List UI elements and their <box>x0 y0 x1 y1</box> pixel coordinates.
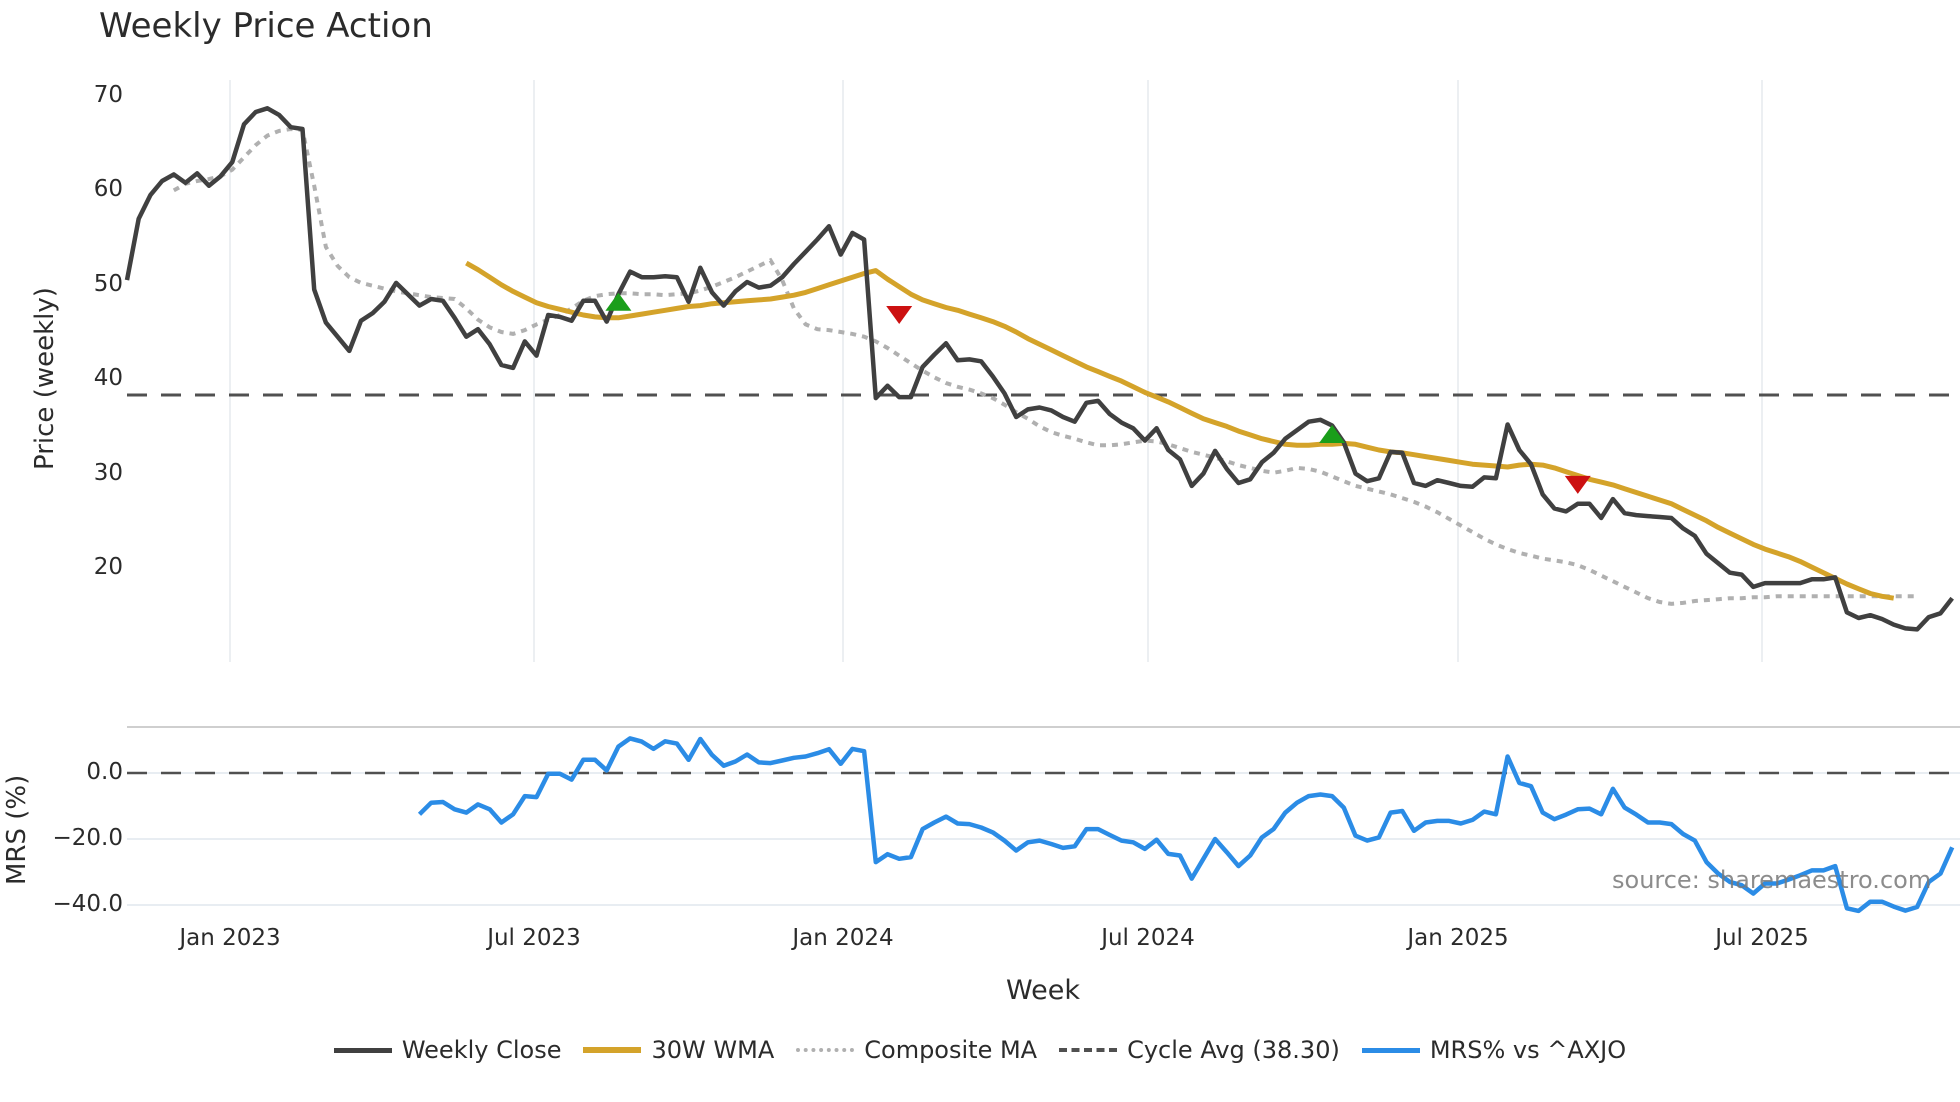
weekly-close-swatch-icon <box>333 1047 392 1053</box>
legend-label: Composite MA <box>864 1036 1038 1064</box>
x-tick-jul-2024: Jul 2024 <box>1101 925 1195 951</box>
composite-ma-line <box>172 126 1918 606</box>
y-tick-50: 50 <box>93 271 123 297</box>
x-tick-jul-2023: Jul 2023 <box>487 925 581 951</box>
composite-ma-swatch-icon <box>796 1048 855 1052</box>
wma-swatch-icon <box>583 1047 642 1053</box>
sell-signal-triangle-down-icon <box>1564 475 1591 494</box>
y-tick-20: 20 <box>93 554 123 580</box>
legend-label: 30W WMA <box>651 1036 775 1064</box>
lower-y-axis-label: MRS (%) <box>2 774 32 885</box>
y-tick-40: 40 <box>93 365 123 391</box>
chart-title: Weekly Price Action <box>99 6 433 46</box>
x-tick-jan-2023: Jan 2023 <box>179 925 281 951</box>
source-note: source: sharemaestro.com <box>1612 866 1932 894</box>
upper-y-axis-label: Price (weekly) <box>30 287 60 470</box>
mrs-line <box>417 736 1955 914</box>
cycle-avg-swatch-icon <box>1059 1048 1118 1052</box>
weekly-close-line <box>124 106 1954 632</box>
legend-label: MRS% vs ^AXJO <box>1429 1036 1627 1064</box>
legend-item-wma[interactable]: 30W WMA <box>583 1036 774 1064</box>
x-tick-jan-2024: Jan 2024 <box>792 925 894 951</box>
sell-signal-triangle-down-icon <box>886 306 913 325</box>
lower-horizontal-gridlines <box>127 772 1960 906</box>
y-tick-60: 60 <box>93 176 123 202</box>
y-tick-30: 30 <box>93 460 123 486</box>
legend-item-mrs[interactable]: MRS% vs ^AXJO <box>1361 1036 1627 1064</box>
x-axis-label: Week <box>1006 975 1080 1006</box>
legend-item-cycle-avg[interactable]: Cycle Avg (38.30) <box>1059 1036 1340 1064</box>
legend-item-composite-ma[interactable]: Composite MA <box>796 1036 1037 1064</box>
upper-vertical-gridlines <box>229 80 1763 662</box>
mrs-swatch-icon <box>1361 1047 1420 1053</box>
x-tick-jul-2025: Jul 2025 <box>1715 925 1809 951</box>
y-tick-70: 70 <box>93 82 123 108</box>
buy-signal-triangle-up-icon <box>1319 424 1346 443</box>
wma-30w-line <box>465 260 1895 601</box>
signal-markers <box>605 292 1591 494</box>
mrs-tick-minus-20: −20.0 <box>52 825 123 851</box>
mrs-tick-minus-40: −40.0 <box>52 891 123 917</box>
mrs-tick-0: 0.0 <box>86 759 123 785</box>
x-tick-jan-2025: Jan 2025 <box>1407 925 1509 951</box>
legend: Weekly Close 30W WMA Composite MA Cycle … <box>0 1036 1960 1064</box>
legend-label: Weekly Close <box>401 1036 562 1064</box>
legend-label: Cycle Avg (38.30) <box>1127 1036 1340 1064</box>
legend-item-weekly-close[interactable]: Weekly Close <box>333 1036 562 1064</box>
buy-signal-triangle-up-icon <box>605 292 632 311</box>
